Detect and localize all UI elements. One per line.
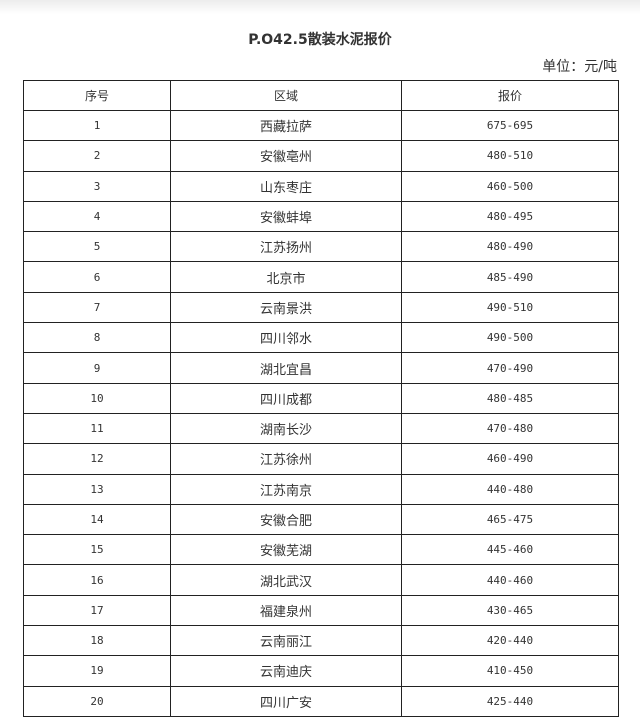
cell-price: 420-440 [401, 625, 619, 657]
table-row: 5 江苏扬州 480-490 [23, 231, 619, 263]
cell-no: 16 [23, 564, 171, 596]
table-header-row: 序号 区域 报价 [23, 80, 619, 111]
table-row: 7 云南景洪 490-510 [23, 291, 619, 324]
cell-price: 445-460 [401, 534, 619, 566]
cell-no: 15 [23, 534, 171, 566]
table-row: 8 四川邻水 490-500 [23, 322, 619, 354]
cell-price: 440-480 [401, 473, 619, 505]
cell-no: 3 [23, 170, 171, 202]
header-no: 序号 [23, 80, 171, 111]
page-title: P.O42.5散装水泥报价 [248, 32, 392, 48]
table-row: 20 四川广安 425-440 [23, 685, 619, 717]
cell-price: 425-440 [401, 685, 619, 717]
cell-price: 440-460 [401, 564, 619, 596]
cell-no: 8 [23, 322, 171, 354]
cell-price: 430-465 [401, 594, 619, 627]
cell-no: 12 [23, 443, 171, 475]
cell-region: 湖北宜昌 [170, 352, 402, 384]
cell-no: 6 [23, 261, 171, 293]
cell-no: 14 [23, 503, 171, 536]
cell-price: 490-500 [401, 322, 619, 354]
cell-price: 460-490 [401, 443, 619, 475]
table-row: 6 北京市 485-490 [23, 261, 619, 293]
cell-no: 13 [23, 473, 171, 505]
table-row: 11 湖南长沙 470-480 [23, 412, 619, 445]
cell-region: 福建泉州 [170, 594, 402, 627]
cell-region: 山东枣庄 [170, 170, 402, 202]
cell-region: 安徽亳州 [170, 140, 402, 172]
price-table: 序号 区域 报价 1 西藏拉萨 675-695 2 安徽亳州 480-510 3 山东枣庄 46… [23, 80, 619, 717]
table-row: 9 湖北宜昌 470-490 [23, 352, 619, 384]
cell-price: 465-475 [401, 503, 619, 536]
cell-region: 湖南长沙 [170, 412, 402, 445]
cell-price: 410-450 [401, 655, 619, 687]
header-price: 报价 [401, 80, 619, 111]
cell-no: 4 [23, 200, 171, 233]
cell-no: 19 [23, 655, 171, 687]
cell-region: 西藏拉萨 [170, 109, 402, 142]
cell-region: 四川广安 [170, 685, 402, 717]
cell-no: 7 [23, 291, 171, 324]
cell-region: 江苏扬州 [170, 231, 402, 263]
table-row: 16 湖北武汉 440-460 [23, 564, 619, 596]
cell-price: 490-510 [401, 291, 619, 324]
cell-price: 470-490 [401, 352, 619, 384]
cell-region: 北京市 [170, 261, 402, 293]
cell-price: 470-480 [401, 412, 619, 445]
cell-region: 四川邻水 [170, 322, 402, 354]
cell-region: 四川成都 [170, 382, 402, 414]
table-row: 15 安徽芜湖 445-460 [23, 534, 619, 566]
table-row: 4 安徽蚌埠 480-495 [23, 200, 619, 233]
table-row: 18 云南丽江 420-440 [23, 625, 619, 657]
table-row: 14 安徽合肥 465-475 [23, 503, 619, 536]
cell-region: 云南景洪 [170, 291, 402, 324]
table-row: 17 福建泉州 430-465 [23, 594, 619, 627]
cell-no: 5 [23, 231, 171, 263]
cell-region: 湖北武汉 [170, 564, 402, 596]
cell-no: 10 [23, 382, 171, 414]
cell-no: 18 [23, 625, 171, 657]
cell-region: 云南迪庆 [170, 655, 402, 687]
top-shade [0, 0, 640, 14]
table-row: 3 山东枣庄 460-500 [23, 170, 619, 202]
cell-region: 江苏徐州 [170, 443, 402, 475]
table-row: 12 江苏徐州 460-490 [23, 443, 619, 475]
cell-no: 11 [23, 412, 171, 445]
cell-price: 675-695 [401, 109, 619, 142]
table-row: 2 安徽亳州 480-510 [23, 140, 619, 172]
cell-no: 1 [23, 109, 171, 142]
cell-no: 17 [23, 594, 171, 627]
cell-no: 20 [23, 685, 171, 717]
cell-price: 480-495 [401, 200, 619, 233]
cell-region: 安徽合肥 [170, 503, 402, 536]
cell-region: 安徽芜湖 [170, 534, 402, 566]
table-row: 19 云南迪庆 410-450 [23, 655, 619, 687]
unit-label: 单位：元/吨 [542, 59, 617, 75]
cell-region: 云南丽江 [170, 625, 402, 657]
table-row: 13 江苏南京 440-480 [23, 473, 619, 505]
table-row: 10 四川成都 480-485 [23, 382, 619, 414]
cell-region: 安徽蚌埠 [170, 200, 402, 233]
cell-price: 480-485 [401, 382, 619, 414]
cell-no: 2 [23, 140, 171, 172]
header-region: 区域 [170, 80, 402, 111]
cell-price: 460-500 [401, 170, 619, 202]
cell-price: 485-490 [401, 261, 619, 293]
table-row: 1 西藏拉萨 675-695 [23, 109, 619, 142]
cell-price: 480-510 [401, 140, 619, 172]
cell-no: 9 [23, 352, 171, 384]
cell-region: 江苏南京 [170, 473, 402, 505]
cell-price: 480-490 [401, 231, 619, 263]
